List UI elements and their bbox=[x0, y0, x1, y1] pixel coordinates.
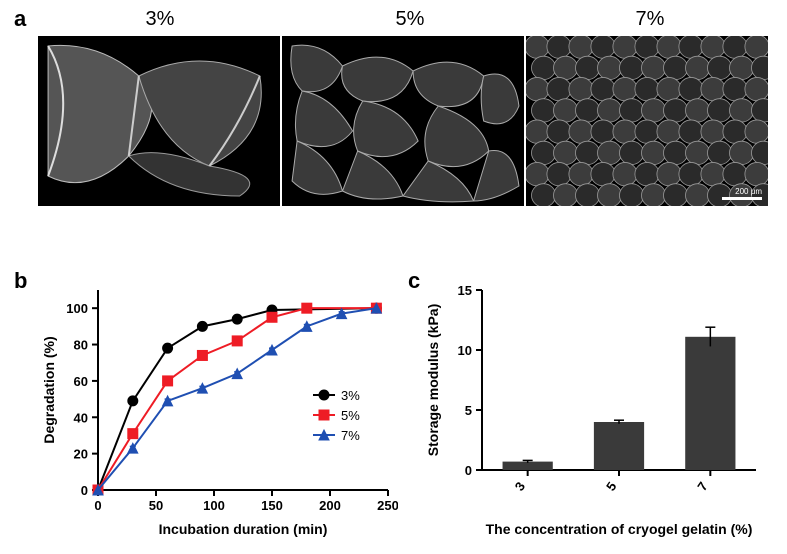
sem-image-5pct bbox=[282, 36, 524, 206]
svg-text:The concentration of cryogel g: The concentration of cryogel gelatin (%) bbox=[486, 521, 753, 537]
svg-text:0: 0 bbox=[465, 463, 472, 478]
panel-a-label: a bbox=[14, 6, 26, 32]
svg-text:0: 0 bbox=[94, 498, 101, 513]
svg-text:200: 200 bbox=[319, 498, 341, 513]
svg-text:0: 0 bbox=[81, 483, 88, 498]
svg-text:Storage modulus (kPa): Storage modulus (kPa) bbox=[425, 304, 441, 456]
sem-image-7pct: 200 μm bbox=[526, 36, 768, 206]
chart-c: 0 5 10 15 3 5 7 The concentration of cryogel ge… bbox=[420, 280, 770, 540]
svg-text:7: 7 bbox=[694, 479, 710, 494]
svg-text:3: 3 bbox=[512, 479, 528, 494]
svg-text:20: 20 bbox=[74, 447, 88, 462]
chart-b: 0 50 100 150 200 250 0 20 40 60 80 100 Incubation du… bbox=[38, 280, 398, 540]
sem-col-label-1: 5% bbox=[370, 8, 450, 31]
svg-text:50: 50 bbox=[149, 498, 163, 513]
svg-text:3%: 3% bbox=[341, 388, 360, 403]
svg-text:250: 250 bbox=[377, 498, 398, 513]
scalebar: 200 μm bbox=[722, 187, 762, 200]
svg-text:100: 100 bbox=[203, 498, 225, 513]
svg-text:80: 80 bbox=[74, 338, 88, 353]
svg-text:5%: 5% bbox=[341, 408, 360, 423]
svg-text:15: 15 bbox=[458, 283, 472, 298]
svg-text:40: 40 bbox=[74, 410, 88, 425]
svg-text:5: 5 bbox=[465, 403, 472, 418]
sem-col-label-2: 7% bbox=[610, 8, 690, 31]
svg-text:Incubation duration (min): Incubation duration (min) bbox=[159, 521, 328, 537]
svg-text:60: 60 bbox=[74, 374, 88, 389]
panel-c-label: c bbox=[408, 268, 420, 294]
sem-row: 200 μm bbox=[38, 36, 768, 206]
scalebar-label: 200 μm bbox=[735, 187, 762, 196]
svg-text:150: 150 bbox=[261, 498, 283, 513]
sem-col-label-0: 3% bbox=[120, 8, 200, 31]
svg-text:10: 10 bbox=[458, 343, 472, 358]
svg-text:7%: 7% bbox=[341, 428, 360, 443]
svg-text:100: 100 bbox=[66, 301, 88, 316]
svg-text:Degradation (%): Degradation (%) bbox=[41, 336, 57, 443]
svg-text:5: 5 bbox=[603, 479, 619, 494]
panel-b-label: b bbox=[14, 268, 27, 294]
sem-image-3pct bbox=[38, 36, 280, 206]
